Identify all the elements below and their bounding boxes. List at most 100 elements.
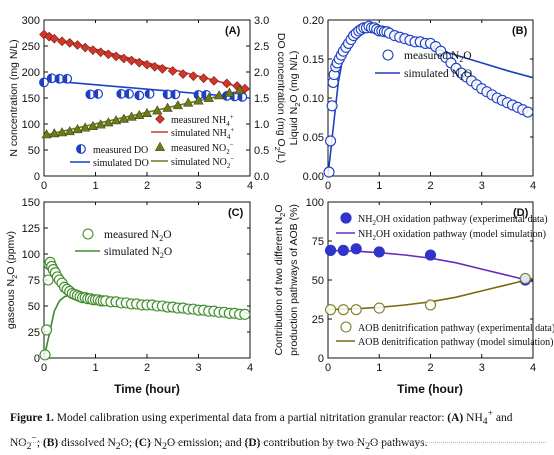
panel-a-y2-label: DO concentration (mg O2/L)	[273, 33, 287, 163]
legend-d-nh2oh-exp: NH2OH oxidation pathway (experimental da…	[358, 214, 548, 227]
panel-d-ytick-label: 50	[312, 275, 324, 287]
panel-a-point-measured-no2	[80, 122, 91, 132]
panel-a-point-measured-do-fill	[116, 89, 122, 99]
panel-a-y2tick-label: 0.5	[254, 145, 269, 157]
panel-d-point-aob-denitrification-pathway-experimental-data	[373, 302, 385, 314]
panel-a-y2tick-label: 0.0	[254, 171, 269, 183]
panel-a-point-measured-do-fill	[163, 90, 168, 99]
panel-a-xtick-label: 4	[247, 180, 253, 192]
panel-d-point-nh2oh-oxidation-pathway-experimental-data-dot	[337, 244, 349, 256]
panel-b: (B) 0 1 2 3 4 0.00 0.05 0.10 0.15 0.20 Liquid N2O…	[288, 15, 536, 192]
panel-d-xtick-label: 0	[325, 362, 331, 374]
panel-d: (D) 0 1 2 3 4 0 25 50 75 100 Contribution of two …	[273, 197, 554, 396]
panel-a-point-measured-nh4	[111, 51, 121, 62]
panel-d-x-label: Time (hour)	[397, 382, 463, 396]
panel-b-point-measured-n2o	[522, 106, 534, 118]
panel-a-point-measured-nh4-shape	[88, 45, 98, 55]
legend-a-swatch-measured-nh4	[155, 114, 165, 124]
panel-a-xtick-label: 3	[195, 180, 201, 192]
panel-d-point-aob-denitrification-pathway-experimental-data	[337, 304, 349, 316]
panel-a-point-measured-no2-shape	[41, 129, 52, 139]
panel-a-point-measured-nh4	[222, 78, 232, 89]
panel-d-point-aob-denitrification-pathway-experimental-data	[350, 304, 362, 316]
panel-a-point-measured-no2	[152, 105, 163, 115]
panel-d-point-nh2oh-oxidation-pathway-experimental-data-dot	[373, 246, 385, 258]
legend-a-swatch-measured-do	[76, 144, 86, 154]
legend-d-swatch-aob-exp	[340, 321, 352, 333]
legend-c-simulated-n2o: simulated N2O	[104, 246, 172, 260]
panel-a-point-measured-do-fill	[86, 90, 91, 99]
panel-a-point-measured-do-fill	[93, 89, 99, 99]
panel-a-point-measured-nh4-shape	[72, 40, 83, 50]
panel-d-xtick-label: 3	[479, 362, 485, 374]
panel-c-ytick-label: 100	[22, 249, 40, 261]
panel-a-point-measured-nh4	[64, 38, 75, 48]
panel-a-point-measured-no2-shape	[193, 95, 204, 105]
panel-a-point-measured-do-fill	[194, 90, 199, 100]
legend-d-aob-model: AOB denitrification pathway (model simul…	[358, 337, 554, 348]
panel-a-point-measured-no2	[162, 102, 173, 112]
panel-a-point-measured-nh4	[134, 57, 145, 68]
panel-d-point-nh2oh-oxidation-pathway-experimental-data-dot	[424, 249, 437, 261]
panel-d-point-nh2oh-oxidation-pathway-experimental-data	[337, 244, 349, 256]
panel-a-point-measured-nh4-shape	[167, 66, 178, 76]
panel-a-ytick-label: 300	[22, 15, 40, 27]
panel-a-point-measured-no2	[87, 120, 99, 130]
panel-b-ytick-label: 0.10	[303, 93, 324, 105]
panel-a-point-measured-nh4-shape	[198, 73, 209, 84]
legend-a-swatch-measured-no2-shape	[154, 141, 166, 151]
panel-d-point-nh2oh-oxidation-pathway-experimental-data-dot	[350, 243, 362, 255]
panel-a-point-measured-do-fill	[222, 91, 227, 101]
panel-c-xtick-label: 0	[41, 362, 47, 374]
panel-c-ytick-label: 150	[22, 197, 40, 209]
panel-a-point-measured-no2-shape	[126, 111, 137, 121]
panel-a-ytick-label: 250	[22, 41, 40, 53]
figure-caption: Figure 1. Model calibration using experi…	[10, 408, 513, 453]
legend-a-swatch-measured-do-fill	[76, 144, 81, 154]
panel-a-point-measured-nh4-shape	[188, 71, 199, 81]
panel-a-point-measured-no2	[183, 97, 194, 107]
panel-a-point-measured-do-fill	[171, 90, 176, 99]
panel-a-point-measured-no2-shape	[224, 87, 235, 97]
panel-a-point-measured-nh4-shape	[209, 76, 219, 86]
panel-a-point-measured-no2-shape	[152, 105, 163, 115]
panel-a-point-measured-no2	[72, 123, 83, 134]
panel-a-point-measured-do-fill	[39, 78, 44, 87]
panel-a-point-measured-no2	[126, 111, 137, 121]
panel-a-point-measured-nh4	[167, 66, 178, 76]
panel-a-point-measured-nh4-shape	[142, 59, 152, 70]
panel-a-point-measured-no2	[103, 117, 114, 127]
panel-a-point-measured-nh4	[142, 59, 152, 70]
panel-a-ytick-label: 200	[22, 67, 40, 79]
panel-c-legend: measured N2O simulated N2O	[75, 228, 172, 260]
legend-a-measured-no2: measured NO2−	[171, 141, 234, 156]
panel-a-point-measured-do	[134, 90, 145, 101]
panel-a-ytick-label: 50	[28, 145, 40, 157]
panel-a-point-measured-nh4	[57, 36, 67, 47]
panel-b-point-measured-n2o-ring	[522, 106, 534, 118]
panel-a-point-measured-do	[170, 89, 181, 100]
panel-a-point-measured-no2	[49, 128, 60, 138]
panel-a-point-measured-nh4	[119, 53, 129, 64]
panel-a-point-measured-nh4-shape	[95, 47, 106, 58]
panel-a-xtick-label: 2	[144, 180, 150, 192]
panel-c-point-measured-n2o-ring	[39, 349, 51, 361]
legend-a-simulated-do: simulated DO	[93, 158, 149, 169]
panel-a-point-measured-no2-shape	[183, 97, 194, 107]
panel-a-point-measured-no2-shape	[56, 127, 68, 137]
legend-d-swatch-nh2oh-exp-dot	[340, 212, 352, 224]
panel-d-point-aob-denitrification-pathway-experimental-data-ring	[325, 304, 337, 316]
panel-d-point-nh2oh-oxidation-pathway-experimental-data-dot	[324, 244, 337, 256]
panel-b-ytick-label: 0.20	[303, 15, 324, 27]
panel-a-point-measured-nh4	[178, 69, 188, 79]
panel-a-point-measured-nh4	[88, 45, 98, 55]
panel-b-point-measured-n2o	[323, 166, 335, 178]
panel-b-point-measured-n2o-ring	[323, 166, 335, 178]
panel-a-y2tick-label: 2.5	[254, 41, 269, 53]
panel-c-label: (C)	[228, 207, 244, 219]
panel-a-point-measured-no2	[134, 109, 145, 120]
panel-c-ytick-label: 25	[28, 327, 40, 339]
legend-a-measured-do: measured DO	[93, 145, 148, 156]
panel-c-point-measured-n2o	[239, 308, 251, 320]
panel-a-point-measured-do-fill	[47, 73, 52, 83]
